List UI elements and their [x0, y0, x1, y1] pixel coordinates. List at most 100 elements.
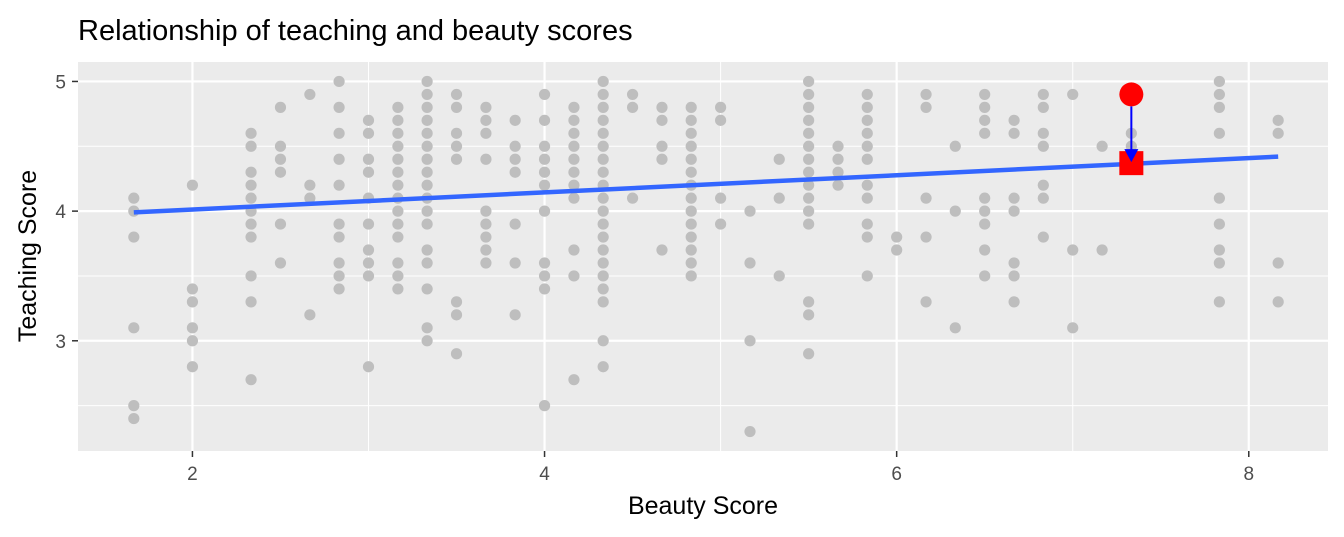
data-point: [509, 257, 521, 269]
data-point: [1008, 257, 1020, 269]
data-point: [568, 127, 580, 139]
data-point: [773, 270, 785, 282]
data-point: [450, 153, 463, 165]
data-point: [979, 192, 991, 204]
data-point: [392, 166, 404, 178]
data-point: [509, 114, 521, 126]
data-point: [480, 153, 492, 165]
data-point: [715, 192, 727, 204]
data-point: [421, 88, 433, 101]
plot-panel: [78, 62, 1328, 451]
data-point: [1213, 101, 1225, 113]
data-point: [245, 218, 257, 230]
data-point: [568, 114, 580, 126]
data-point: [1213, 75, 1225, 88]
data-point: [920, 101, 932, 113]
data-point: [333, 270, 345, 282]
data-point: [304, 309, 316, 321]
data-point: [392, 283, 404, 295]
data-point: [538, 153, 551, 165]
data-point: [597, 205, 609, 217]
x-tick-label: 2: [187, 464, 198, 485]
data-point: [538, 114, 551, 126]
data-point: [656, 114, 668, 126]
data-point: [480, 231, 492, 243]
data-point: [979, 244, 991, 256]
data-point: [509, 140, 521, 152]
data-point: [421, 153, 433, 165]
data-point: [685, 153, 697, 165]
data-point: [656, 140, 668, 152]
data-point: [803, 101, 815, 113]
data-point: [832, 140, 844, 152]
data-point: [949, 205, 961, 217]
data-point: [803, 205, 815, 217]
data-point: [861, 231, 873, 243]
data-point: [538, 270, 551, 282]
data-point: [1272, 257, 1284, 269]
data-point: [421, 218, 433, 230]
data-point: [597, 127, 609, 139]
data-point: [803, 218, 815, 230]
data-point: [128, 322, 140, 334]
data-point: [480, 218, 492, 230]
observed-point-circle: [1119, 82, 1144, 107]
data-point: [1213, 127, 1225, 139]
data-point: [509, 218, 521, 230]
data-point: [685, 270, 697, 282]
data-point: [803, 192, 815, 204]
y-tick-label: 3: [55, 332, 66, 353]
data-point: [597, 75, 609, 88]
data-point: [333, 153, 345, 165]
data-point: [421, 179, 433, 191]
data-point: [861, 153, 873, 165]
data-point: [979, 88, 991, 101]
data-point: [186, 322, 199, 334]
data-point: [333, 218, 345, 230]
y-tick-label: 4: [55, 202, 66, 223]
data-point: [538, 400, 551, 412]
data-point: [421, 140, 433, 152]
data-point: [1213, 192, 1225, 204]
data-point: [685, 192, 697, 204]
data-point: [1037, 140, 1049, 152]
data-point: [333, 283, 345, 295]
data-point: [245, 140, 257, 152]
data-point: [304, 179, 316, 191]
data-point: [186, 179, 199, 191]
data-point: [597, 101, 609, 113]
data-point: [803, 309, 815, 321]
data-point: [362, 361, 375, 373]
data-point: [568, 374, 580, 386]
data-point: [509, 153, 521, 165]
data-point: [362, 114, 375, 126]
data-point: [597, 218, 609, 230]
data-point: [597, 140, 609, 152]
data-point: [979, 114, 991, 126]
data-point: [480, 205, 492, 217]
data-point: [245, 179, 257, 191]
data-point: [626, 101, 639, 113]
data-point: [245, 270, 257, 282]
data-point: [803, 348, 815, 360]
data-point: [392, 205, 404, 217]
data-point: [538, 166, 551, 178]
data-point: [421, 166, 433, 178]
data-point: [685, 244, 697, 256]
data-point: [274, 153, 287, 165]
data-point: [685, 231, 697, 243]
data-point: [421, 257, 433, 269]
data-point: [979, 270, 991, 282]
data-point: [685, 101, 697, 113]
data-point: [480, 114, 492, 126]
data-point: [274, 218, 287, 230]
data-point: [538, 140, 551, 152]
data-point: [450, 296, 463, 308]
data-point: [1037, 127, 1049, 139]
data-point: [450, 140, 463, 152]
data-point: [803, 166, 815, 178]
data-point: [362, 244, 375, 256]
data-point: [186, 335, 199, 347]
data-point: [245, 166, 257, 178]
data-point: [274, 257, 287, 269]
